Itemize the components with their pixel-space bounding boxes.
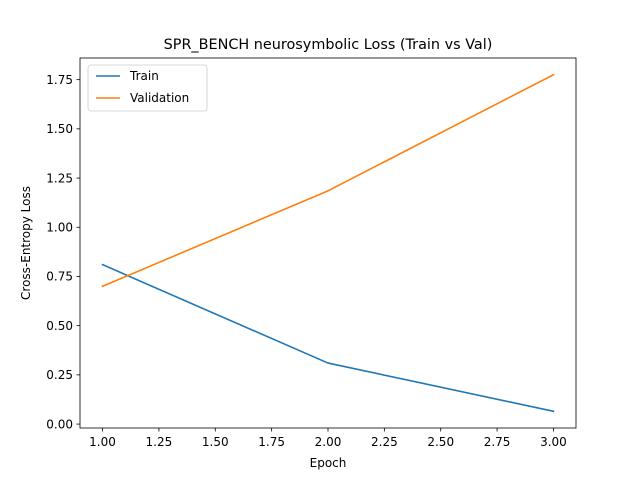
series-line-validation	[101, 73, 555, 288]
x-tick-label: 3.00	[540, 435, 567, 449]
y-tick-label: 1.75	[46, 73, 73, 87]
series-line-train	[101, 263, 555, 413]
chart-title: SPR_BENCH neurosymbolic Loss (Train vs V…	[164, 37, 493, 53]
x-tick-label: 2.50	[427, 435, 454, 449]
x-tick-label: 1.50	[202, 435, 229, 449]
y-tick-label: 0.50	[46, 319, 73, 333]
x-tick-label: 2.25	[371, 435, 398, 449]
y-tick-label: 0.00	[46, 417, 73, 431]
y-tick-label: 1.50	[46, 122, 73, 136]
axes-frame	[79, 57, 577, 429]
legend: Train Validation	[87, 64, 208, 112]
plot-area	[80, 58, 576, 428]
axes: 1.00 1.25 1.50 1.75 2.00 2.25 2.50 2.75 3.00 0.00…	[46, 57, 577, 449]
y-tick-label: 0.25	[46, 368, 73, 382]
x-tick-label: 1.75	[258, 435, 285, 449]
y-tick-label: 1.25	[46, 171, 73, 185]
y-tick-label: 0.75	[46, 270, 73, 284]
x-axis-label: Epoch	[310, 456, 347, 470]
y-axis-label: Cross-Entropy Loss	[19, 186, 33, 300]
x-tick-label: 2.00	[315, 435, 342, 449]
legend-label-train: Train	[129, 69, 159, 83]
x-tick-label: 1.25	[146, 435, 173, 449]
legend-label-validation: Validation	[130, 91, 189, 105]
series-lines	[101, 73, 555, 413]
y-tick-label: 1.00	[46, 220, 73, 234]
x-tick-label: 1.00	[89, 435, 116, 449]
x-tick-label: 2.75	[484, 435, 511, 449]
